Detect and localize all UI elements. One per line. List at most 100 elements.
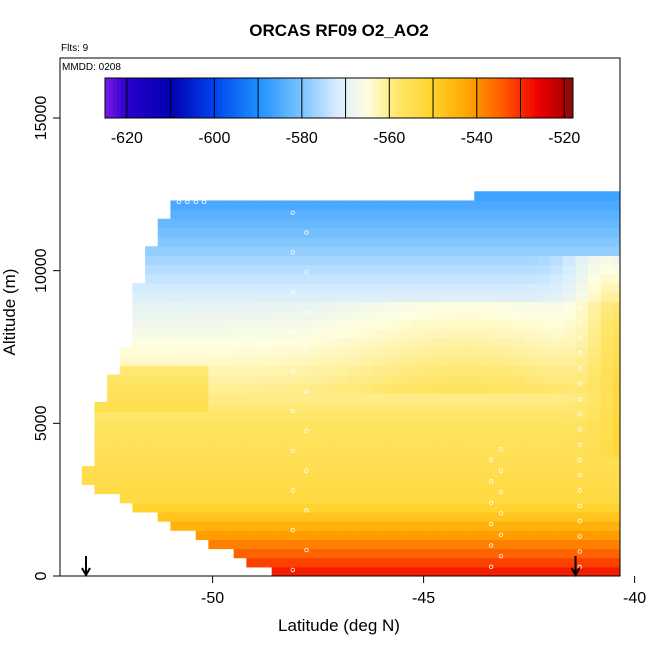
heatmap-cell: [246, 337, 260, 348]
heatmap-cell: [461, 456, 475, 467]
heatmap-cell: [322, 383, 336, 394]
heatmap-cell: [221, 401, 235, 412]
heatmap-cell: [195, 475, 209, 485]
heatmap-cell: [195, 484, 209, 495]
colorbar-swatch: [225, 78, 231, 118]
heatmap-cell: [347, 411, 361, 421]
heatmap-cell: [613, 429, 620, 440]
heatmap-cell: [107, 466, 121, 476]
heatmap-cell: [639, 549, 650, 559]
heatmap-cell: [157, 356, 171, 366]
colorbar-swatch: [167, 78, 172, 118]
heatmap-cell: [474, 347, 488, 357]
heatmap-cell: [626, 539, 639, 549]
heatmap-cell: [461, 237, 475, 247]
sample-point: [290, 210, 295, 215]
heatmap-cell: [233, 438, 247, 449]
heatmap-cell: [474, 566, 488, 576]
heatmap-cell: [145, 502, 159, 513]
heatmap-cell: [360, 264, 374, 275]
heatmap-cell: [170, 255, 184, 266]
heatmap-cell: [372, 429, 387, 440]
heatmap-cell: [170, 328, 184, 339]
heatmap-cell: [600, 365, 615, 376]
heatmap-cell: [372, 548, 387, 559]
heatmap-cell: [195, 521, 209, 531]
heatmap-cell: [512, 310, 526, 321]
heatmap-cell: [423, 255, 437, 266]
heatmap-cell: [360, 392, 374, 403]
sample-point: [290, 369, 295, 374]
heatmap-cell: [284, 429, 298, 440]
heatmap-cell: [524, 191, 539, 202]
colorbar-swatch: [261, 78, 266, 118]
colorbar-swatch: [132, 78, 137, 118]
colorbar-swatch: [381, 78, 387, 118]
heatmap-cell: [613, 539, 620, 550]
heatmap-cell: [221, 209, 235, 220]
heatmap-cell: [132, 301, 146, 311]
heatmap-cell: [461, 301, 475, 311]
heatmap-cell: [183, 292, 197, 302]
heatmap-cell: [410, 566, 425, 576]
heatmap-cell: [145, 484, 159, 495]
heatmap-cell: [410, 447, 425, 458]
heatmap-cell: [233, 466, 247, 476]
heatmap-cell: [474, 264, 488, 275]
heatmap-cell: [132, 411, 146, 421]
heatmap-cell: [550, 511, 564, 522]
heatmap-cell: [322, 475, 336, 485]
heatmap-cell: [474, 539, 488, 550]
colorbar-swatch: [444, 78, 449, 118]
heatmap-cell: [246, 475, 260, 485]
heatmap-cell: [423, 347, 437, 357]
heatmap-cell: [372, 310, 387, 321]
colorbar-swatch: [108, 78, 114, 118]
heatmap-cell: [512, 401, 526, 412]
heatmap-cell: [537, 484, 551, 495]
heatmap-cell: [221, 365, 235, 376]
heatmap-cell: [423, 401, 437, 412]
heatmap-cell: [246, 227, 260, 238]
heatmap-cell: [512, 374, 526, 385]
heatmap-cell: [372, 337, 387, 348]
heatmap-cell: [259, 237, 273, 247]
heatmap-cell: [271, 539, 285, 550]
heatmap-cell: [588, 264, 602, 275]
colorbar-swatch: [144, 78, 149, 118]
heatmap-cell: [334, 447, 349, 458]
sample-point: [577, 549, 582, 554]
heatmap-cell: [461, 484, 475, 495]
heatmap-cell: [322, 319, 336, 330]
heatmap-cell: [600, 264, 615, 275]
heatmap-cell: [347, 365, 361, 376]
heatmap-cell: [524, 411, 539, 421]
heatmap-cell: [486, 319, 501, 330]
heatmap-cell: [322, 328, 336, 339]
heatmap-cell: [132, 310, 146, 321]
heatmap-cell: [461, 328, 475, 339]
heatmap-cell: [183, 282, 197, 293]
heatmap-cell: [613, 365, 620, 376]
heatmap-cell: [626, 439, 639, 449]
heatmap-cell: [448, 237, 463, 247]
heatmap-cell: [297, 383, 311, 394]
heatmap-cell: [474, 493, 488, 504]
heatmap-cell: [284, 337, 298, 348]
heatmap-cell: [372, 566, 387, 576]
heatmap-cell: [588, 246, 602, 256]
heatmap-cell: [486, 530, 501, 540]
heatmap-cell: [474, 365, 488, 376]
heatmap-cell: [259, 227, 273, 238]
heatmap-cell: [221, 200, 235, 211]
heatmap-cell: [170, 438, 184, 449]
heatmap-cell: [246, 255, 260, 266]
heatmap-cell: [600, 502, 615, 513]
heatmap-cell: [499, 255, 513, 266]
heatmap-cell: [423, 420, 437, 431]
heatmap-cell: [195, 273, 209, 284]
heatmap-cell: [423, 246, 437, 256]
heatmap-cell: [271, 530, 285, 540]
heatmap-cell: [448, 420, 463, 431]
heatmap-cell: [271, 337, 285, 348]
